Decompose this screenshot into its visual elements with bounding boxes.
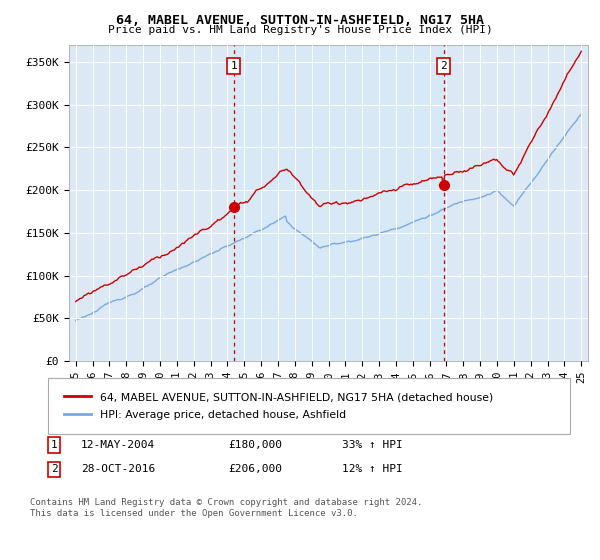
Text: 28-OCT-2016: 28-OCT-2016: [81, 464, 155, 474]
Text: 1: 1: [230, 61, 237, 71]
Text: 12-MAY-2004: 12-MAY-2004: [81, 440, 155, 450]
FancyBboxPatch shape: [48, 378, 570, 434]
Text: 12% ↑ HPI: 12% ↑ HPI: [342, 464, 403, 474]
Text: £180,000: £180,000: [228, 440, 282, 450]
Bar: [233, 45, 443, 361]
Text: 2: 2: [50, 464, 58, 474]
Text: 1: 1: [50, 440, 58, 450]
Text: Contains HM Land Registry data © Crown copyright and database right 2024.
This d: Contains HM Land Registry data © Crown c…: [30, 498, 422, 518]
Text: 2: 2: [440, 61, 447, 71]
Text: 33% ↑ HPI: 33% ↑ HPI: [342, 440, 403, 450]
Text: Price paid vs. HM Land Registry's House Price Index (HPI): Price paid vs. HM Land Registry's House …: [107, 25, 493, 35]
Text: £206,000: £206,000: [228, 464, 282, 474]
Legend: 64, MABEL AVENUE, SUTTON-IN-ASHFIELD, NG17 5HA (detached house), HPI: Average pr: 64, MABEL AVENUE, SUTTON-IN-ASHFIELD, NG…: [59, 387, 499, 425]
Text: 64, MABEL AVENUE, SUTTON-IN-ASHFIELD, NG17 5HA: 64, MABEL AVENUE, SUTTON-IN-ASHFIELD, NG…: [116, 14, 484, 27]
